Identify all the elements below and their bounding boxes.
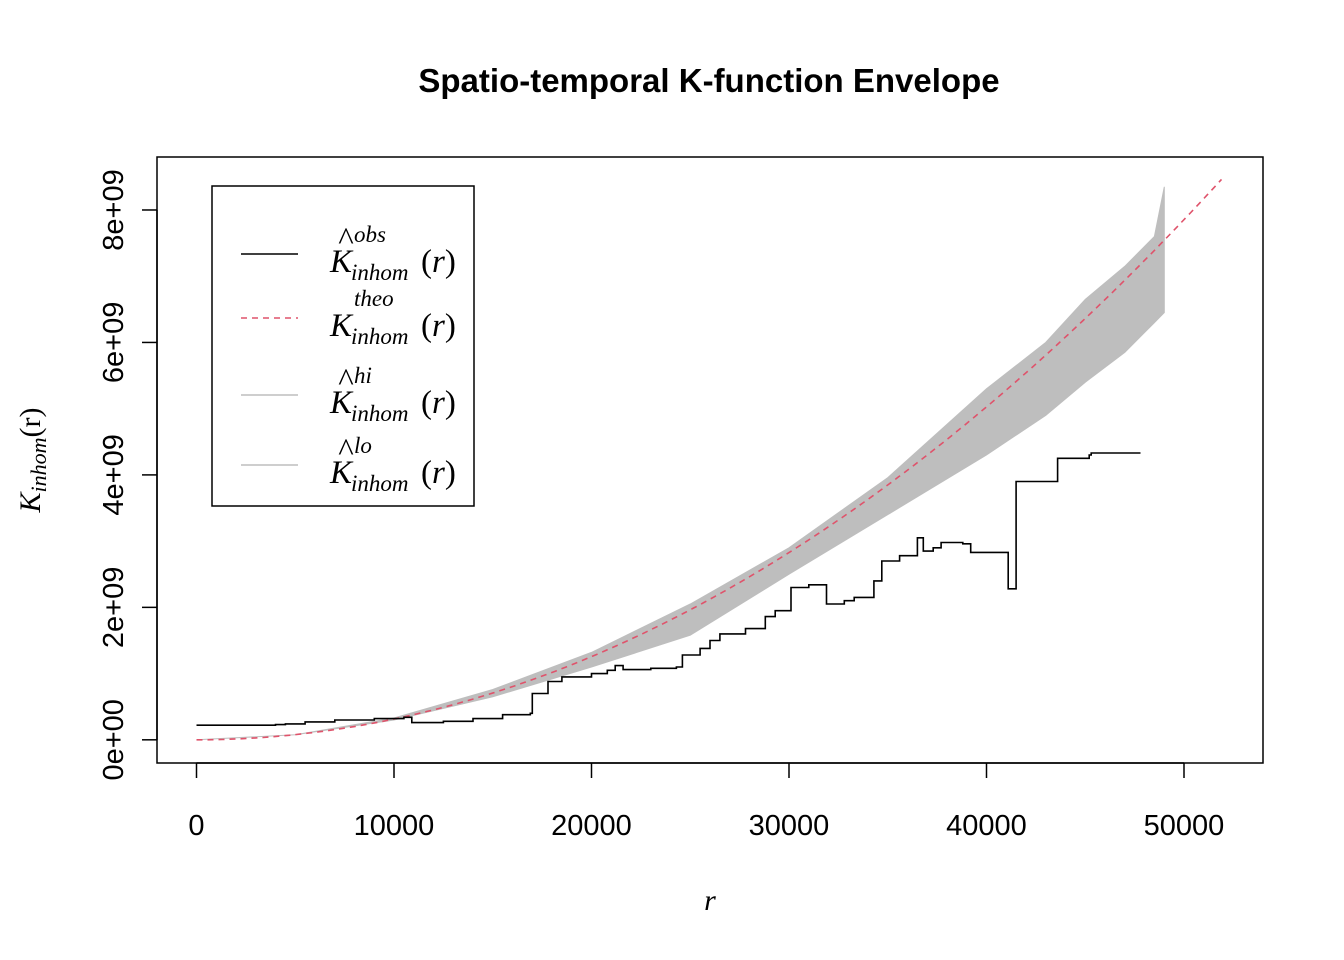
x-axis-label: r	[704, 884, 716, 917]
legend-item-obs: K^ obs inhom (r)	[241, 222, 456, 285]
y-tick-label: 2e+09	[98, 567, 130, 648]
legend-symbol: K	[329, 308, 354, 344]
y-axis-label-main: K	[14, 491, 47, 514]
legend-box	[211, 185, 475, 507]
y-tick-label: 6e+09	[98, 302, 130, 383]
theoretical-line	[196, 178, 1223, 741]
chart-title: Spatio-temporal K-function Envelope	[418, 62, 999, 99]
theoretical-line-layer	[196, 178, 1223, 741]
observed-line-layer	[196, 452, 1141, 726]
x-tick-label: 30000	[749, 810, 830, 842]
legend-superscript: obs	[354, 222, 386, 247]
x-tick-label: 10000	[354, 810, 435, 842]
legend-superscript: lo	[354, 433, 372, 458]
y-axis: 0e+00 2e+09 4e+09 6e+09 8e+09	[98, 169, 158, 781]
legend-symbol: K	[329, 244, 354, 280]
legend-argument: (r)	[421, 455, 456, 491]
y-axis-label-sub: inhom	[26, 437, 51, 492]
x-axis: 0 10000 20000 30000 40000 50000	[188, 762, 1225, 842]
legend-superscript: hi	[354, 363, 372, 388]
legend-superscript: theo	[354, 286, 394, 311]
x-tick-label: 20000	[551, 810, 632, 842]
envelope-band-layer	[196, 186, 1165, 741]
x-tick-label: 0	[188, 810, 204, 842]
x-tick-label: 40000	[946, 810, 1027, 842]
envelope-band	[196, 186, 1165, 741]
legend-subscript: inhom	[351, 471, 409, 496]
legend-item-lo: K^ lo inhom (r)	[241, 433, 456, 496]
legend-subscript: inhom	[351, 324, 409, 349]
legend-symbol: K	[329, 455, 354, 491]
legend-argument: (r)	[421, 385, 456, 421]
y-tick-label: 8e+09	[98, 169, 130, 250]
x-tick-label: 50000	[1144, 810, 1225, 842]
y-tick-label: 4e+09	[98, 434, 130, 515]
legend-argument: (r)	[421, 308, 456, 344]
svg-text:Kinhom(r): Kinhom(r)	[14, 408, 51, 514]
observed-line	[196, 452, 1141, 726]
y-tick-label: 0e+00	[98, 699, 130, 780]
y-axis-label-arg: (r)	[14, 408, 47, 438]
legend-hat: ^	[338, 222, 354, 258]
y-axis-label: Kinhom(r)	[14, 408, 51, 514]
legend-symbol: K	[329, 385, 354, 421]
legend-hat: ^	[338, 433, 354, 469]
legend-hat: ^	[338, 363, 354, 399]
legend-argument: (r)	[421, 244, 456, 280]
legend-item-hi: K^ hi inhom (r)	[241, 363, 456, 426]
legend-subscript: inhom	[351, 401, 409, 426]
legend-subscript: inhom	[351, 260, 409, 285]
